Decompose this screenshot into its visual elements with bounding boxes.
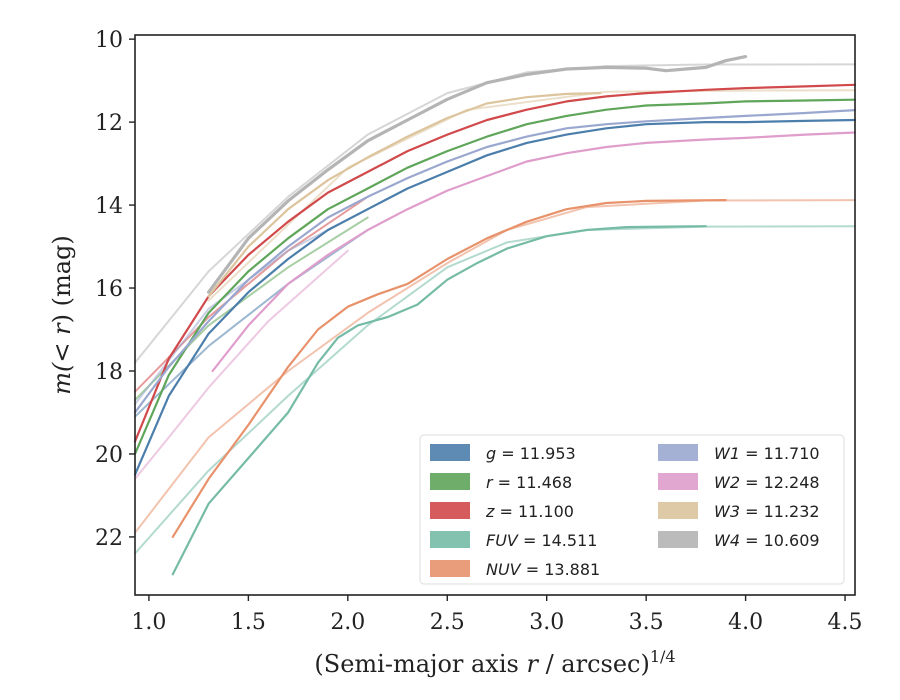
legend-label: W2 = 12.248 bbox=[714, 473, 820, 492]
legend: g = 11.953 r = 11.468 z = 11.100 FUV = 14.5… bbox=[419, 434, 845, 585]
legend-swatch bbox=[658, 444, 698, 461]
series-line bbox=[207, 92, 602, 298]
legend-swatch bbox=[430, 560, 470, 577]
y-tick-label: 18 bbox=[95, 360, 123, 385]
x-tick-label: 1.5 bbox=[231, 610, 266, 635]
series-model-line bbox=[134, 249, 349, 480]
series-model-line bbox=[134, 225, 856, 555]
x-tick-label: 4.5 bbox=[828, 610, 863, 635]
series-line bbox=[171, 199, 727, 538]
legend-swatch bbox=[658, 473, 698, 490]
series-model-line bbox=[207, 89, 856, 302]
x-axis-label: (Semi-major axis r / arcsec)1/4 bbox=[314, 647, 675, 678]
series-line bbox=[133, 83, 857, 443]
y-tick-label: 10 bbox=[95, 28, 123, 53]
plot-frame bbox=[134, 34, 856, 596]
legend-label: z = 11.100 bbox=[485, 502, 574, 521]
y-tick-label: 14 bbox=[95, 194, 123, 219]
legend-label: NUV = 13.881 bbox=[486, 560, 600, 579]
legend-swatch bbox=[430, 502, 470, 519]
series-line bbox=[171, 225, 707, 576]
legend-label: W4 = 10.609 bbox=[714, 531, 820, 550]
legend-label: FUV = 14.511 bbox=[486, 531, 597, 550]
x-tick-label: 3.5 bbox=[629, 610, 664, 635]
x-tick-label: 2.5 bbox=[430, 610, 465, 635]
legend-label: W1 = 11.710 bbox=[714, 444, 820, 463]
legend-swatch bbox=[430, 473, 470, 490]
y-tick-label: 12 bbox=[95, 111, 123, 136]
legend-swatch bbox=[658, 502, 698, 519]
y-tick-label: 22 bbox=[95, 526, 123, 551]
x-tick-label: 3.0 bbox=[529, 610, 564, 635]
legend-label: g = 11.953 bbox=[486, 444, 576, 463]
y-axis-label: m(< r) (mag) bbox=[48, 235, 76, 395]
series-model-line bbox=[134, 229, 369, 418]
x-tick-label: 4.0 bbox=[728, 610, 763, 635]
x-tick-label: 2.0 bbox=[330, 610, 365, 635]
legend-label: r = 11.468 bbox=[486, 473, 572, 492]
legend-swatch bbox=[658, 531, 698, 548]
series-model-line bbox=[134, 199, 856, 534]
series-lines bbox=[133, 55, 857, 576]
series-line bbox=[133, 109, 857, 414]
series-model-line bbox=[134, 63, 856, 364]
x-tick-label: 1.0 bbox=[131, 610, 166, 635]
y-tick-label: 16 bbox=[95, 277, 123, 302]
series-line bbox=[133, 118, 857, 476]
series-line bbox=[133, 98, 857, 456]
axis-ticks: 1.0 1.5 2.0 2.5 3.0 3.5 4.0 4.5 10 12 14 16 18 20 22 bbox=[95, 28, 863, 635]
legend-swatch bbox=[430, 531, 470, 548]
legend-swatch bbox=[430, 444, 470, 461]
legend-label: W3 = 11.232 bbox=[714, 502, 820, 521]
y-tick-label: 20 bbox=[95, 443, 123, 468]
legend-box bbox=[419, 434, 845, 585]
series-line bbox=[207, 55, 748, 294]
series-line bbox=[211, 131, 857, 373]
